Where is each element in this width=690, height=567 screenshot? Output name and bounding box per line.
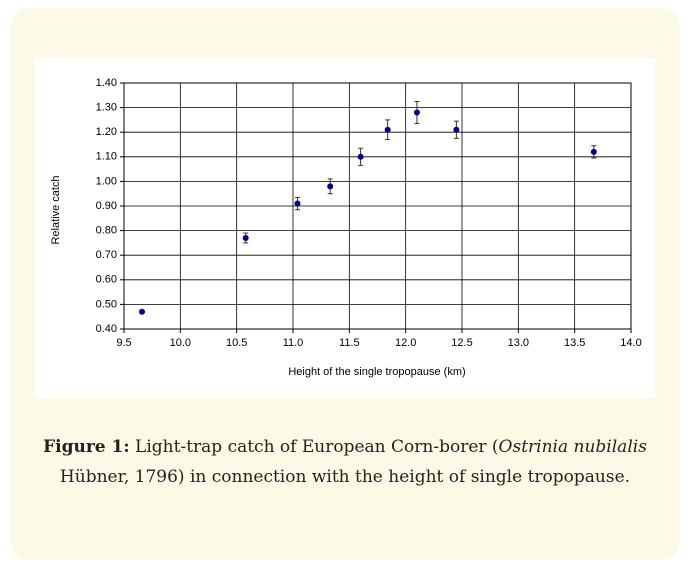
y-tick-label: 0.90 [96,200,117,212]
y-tick-label: 0.60 [96,274,117,286]
x-tick-label: 12.5 [451,337,472,349]
caption-label: Figure 1: [43,437,130,457]
y-tick-label: 0.40 [96,323,117,335]
y-tick-label: 0.70 [96,249,117,261]
x-tick-label: 14.0 [620,337,641,349]
x-tick-label: 12.0 [395,337,416,349]
y-tick-label: 1.40 [96,77,117,89]
chart: Height of the single tropopause (km) Rel… [35,58,655,398]
y-tick-label: 1.20 [96,126,117,138]
y-tick-label: 1.10 [96,151,117,163]
x-tick-label: 11.5 [339,337,360,349]
x-tick-label: 13.0 [508,337,529,349]
y-tick-label: 0.80 [96,225,117,237]
x-axis-label: Height of the single tropopause (km) [288,366,465,378]
caption: Figure 1: Light-trap catch of European C… [30,432,660,492]
figure-panel: Height of the single tropopause (km) Rel… [10,8,680,560]
y-tick-label: 1.30 [96,102,117,114]
point [384,126,391,133]
point [242,234,249,241]
caption-text: Hübner, 1796) in connection with the hei… [59,467,631,487]
point [139,308,146,315]
point [327,183,334,190]
y-axis-label: Relative catch [50,175,62,244]
x-tick-label: 9.5 [116,337,131,349]
x-tick-label: 10.5 [226,337,247,349]
point [294,200,301,207]
x-tick-label: 11.0 [283,337,304,349]
plot-border [123,82,632,330]
chart-background [35,58,655,398]
point [413,109,420,116]
caption-species: Ostrinia nubilalis [498,437,647,457]
y-tick-label: 1.00 [96,175,117,187]
point [453,126,460,133]
x-tick-label: 10.0 [170,337,191,349]
point [590,148,597,155]
y-tick-label: 0.50 [96,298,117,310]
x-tick-label: 13.5 [564,337,585,349]
point [357,153,364,160]
caption-text: Light-trap catch of European Corn-borer … [129,437,499,457]
